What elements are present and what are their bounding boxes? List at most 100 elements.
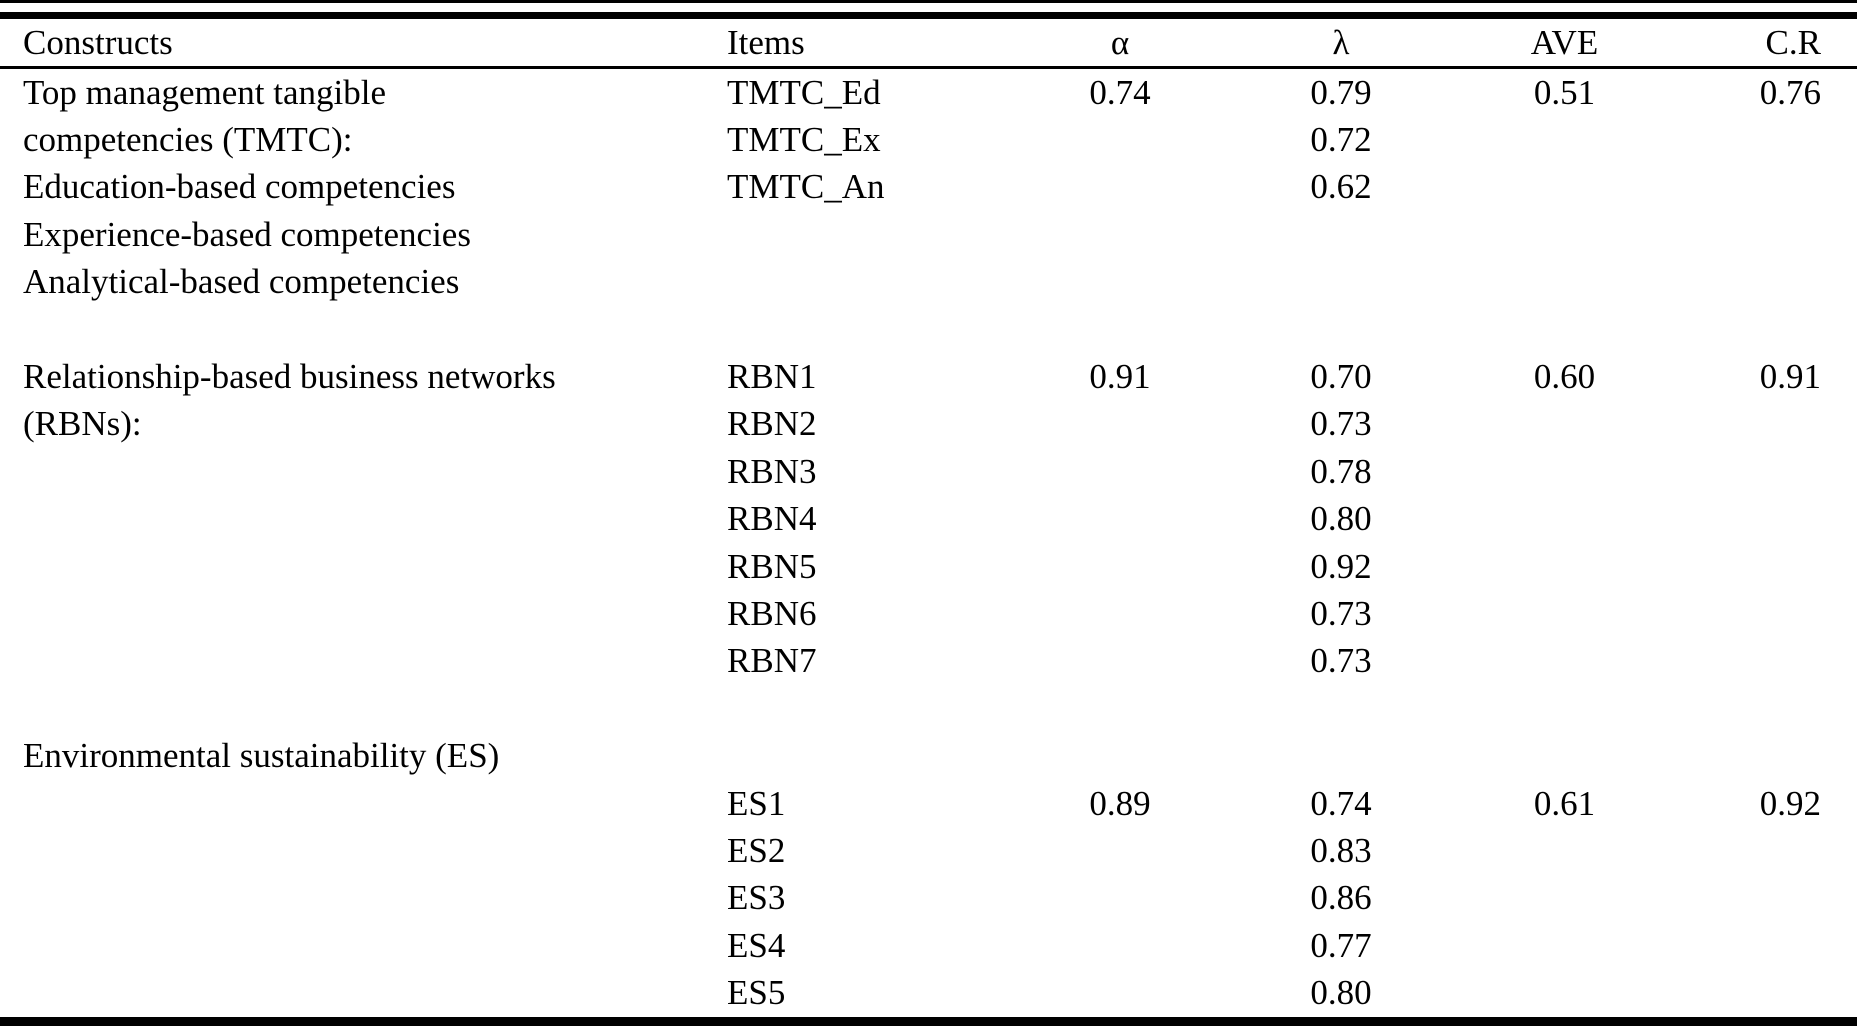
constructs-cell: Analytical-based competencies [23, 262, 460, 302]
cr-cell [1677, 448, 1857, 495]
alpha-cell [1010, 116, 1230, 163]
cr-cell [1677, 306, 1857, 353]
items-cell [700, 259, 1010, 306]
table-row: Environmental sustainability (ES) [0, 732, 1857, 779]
table-row: RBN7 0.73 [0, 638, 1857, 685]
lambda-cell: 0.86 [1310, 878, 1372, 918]
ave-cell [1452, 259, 1677, 306]
table-row: ES3 0.86 [0, 875, 1857, 922]
lambda-cell [1230, 685, 1452, 732]
constructs-cell [0, 448, 700, 495]
col-header-ave: AVE [1530, 22, 1599, 62]
lambda-cell: 0.74 [1310, 783, 1372, 823]
items-cell [700, 211, 1010, 258]
lambda-cell: 0.62 [1310, 167, 1372, 207]
alpha-cell [1010, 969, 1230, 1022]
cr-cell [1677, 211, 1857, 258]
constructs-cell: Relationship-based business networks [23, 357, 556, 397]
lambda-cell: 0.92 [1310, 546, 1372, 586]
lambda-cell [1230, 211, 1452, 258]
ave-cell [1452, 543, 1677, 590]
constructs-cell: Environmental sustainability (ES) [23, 736, 500, 776]
constructs-cell: Top management tangible [23, 72, 386, 112]
alpha-cell [1010, 164, 1230, 211]
ave-cell [1452, 401, 1677, 448]
items-cell [700, 306, 1010, 353]
cr-cell [1677, 401, 1857, 448]
constructs-cell [0, 638, 700, 685]
col-header-alpha: α [1110, 22, 1130, 62]
alpha-cell: 0.74 [1089, 72, 1151, 112]
items-cell: ES2 [727, 830, 786, 870]
constructs-cell [0, 543, 700, 590]
alpha-cell [1010, 496, 1230, 543]
constructs-cell [0, 875, 700, 922]
alpha-cell [1010, 211, 1230, 258]
lambda-cell: 0.83 [1310, 830, 1372, 870]
ave-cell [1452, 211, 1677, 258]
ave-cell [1452, 638, 1677, 685]
table-row: RBN5 0.92 [0, 543, 1857, 590]
ave-cell [1452, 732, 1677, 779]
items-cell: RBN2 [727, 404, 817, 444]
ave-cell [1452, 922, 1677, 969]
lambda-cell: 0.73 [1310, 593, 1372, 633]
constructs-cell [0, 969, 700, 1022]
cr-cell [1677, 590, 1857, 637]
col-header-items: Items [727, 22, 805, 62]
items-cell [700, 732, 1010, 779]
items-cell: RBN6 [727, 593, 817, 633]
items-cell: TMTC_An [727, 167, 885, 207]
col-header-cr: C.R [1765, 22, 1821, 62]
ave-cell [1452, 685, 1677, 732]
ave-cell [1452, 116, 1677, 163]
constructs-cell [0, 590, 700, 637]
table-row: RBN4 0.80 [0, 496, 1857, 543]
alpha-cell [1010, 448, 1230, 495]
alpha-cell [1010, 875, 1230, 922]
measurement-reliability-table: Constructs Items α λ AVE C.R Top managem… [0, 12, 1857, 1026]
cr-cell [1677, 969, 1857, 1022]
constructs-cell [0, 922, 700, 969]
lambda-cell [1230, 732, 1452, 779]
ave-cell: 0.61 [1533, 783, 1596, 823]
top-rule-gap [0, 3, 1857, 12]
table-row: RBN6 0.73 [0, 590, 1857, 637]
items-cell: RBN7 [727, 641, 817, 681]
cr-cell [1677, 685, 1857, 732]
cr-cell [1677, 259, 1857, 306]
alpha-cell: 0.91 [1089, 357, 1151, 397]
header-row: Constructs Items α λ AVE C.R [0, 16, 1857, 68]
cr-cell: 0.76 [1759, 72, 1821, 112]
table-row: RBN3 0.78 [0, 448, 1857, 495]
ave-cell [1452, 875, 1677, 922]
table-head: Constructs Items α λ AVE C.R [0, 16, 1857, 68]
table-row: (RBNs): RBN2 0.73 [0, 401, 1857, 448]
items-cell: TMTC_Ex [727, 120, 881, 160]
alpha-cell [1010, 922, 1230, 969]
cr-cell [1677, 638, 1857, 685]
cr-cell [1677, 732, 1857, 779]
constructs-cell: competencies (TMTC): [23, 120, 353, 160]
ave-cell [1452, 827, 1677, 874]
lambda-cell: 0.80 [1310, 499, 1372, 539]
ave-cell [1452, 590, 1677, 637]
alpha-cell [1010, 259, 1230, 306]
table-row: competencies (TMTC): TMTC_Ex 0.72 [0, 116, 1857, 163]
table-row: ES4 0.77 [0, 922, 1857, 969]
lambda-cell: 0.77 [1310, 925, 1372, 965]
cr-cell [1677, 164, 1857, 211]
alpha-cell [1010, 306, 1230, 353]
col-header-lambda: λ [1332, 22, 1350, 62]
table-row: Experience-based competencies [0, 211, 1857, 258]
table-row [0, 306, 1857, 353]
table-row: Top management tangible TMTC_Ed 0.74 0.79 0.… [0, 68, 1857, 117]
top-thin-rule [0, 0, 1857, 3]
cr-cell [1677, 496, 1857, 543]
items-cell: RBN4 [727, 499, 817, 539]
lambda-cell: 0.79 [1310, 72, 1372, 112]
lambda-cell [1230, 306, 1452, 353]
alpha-cell [1010, 590, 1230, 637]
table-row: ES2 0.83 [0, 827, 1857, 874]
